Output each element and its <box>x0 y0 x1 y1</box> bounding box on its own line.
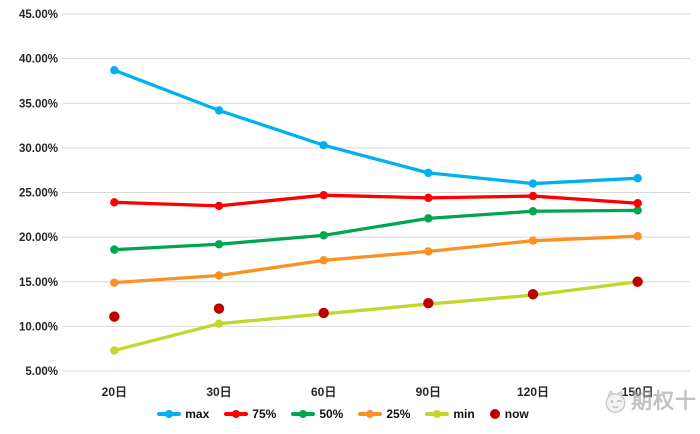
data-point-25 <box>319 256 328 265</box>
data-point-now <box>527 289 539 300</box>
series-line-75 <box>112 193 640 208</box>
y-tick-label: 10.00% <box>19 321 58 333</box>
legend-marker-max-icon <box>157 409 182 419</box>
legend-marker-75-icon <box>224 409 249 419</box>
data-point-75 <box>110 198 119 207</box>
x-tick-label: 150日 <box>622 385 654 399</box>
x-tick-label: 20日 <box>102 385 127 399</box>
legend-label-25: 25% <box>386 407 411 421</box>
y-tick-label: 15.00% <box>19 277 58 289</box>
data-point-25 <box>633 232 642 241</box>
x-tick-label: 120日 <box>517 385 549 399</box>
x-tick-label: 90日 <box>416 385 441 399</box>
legend-label-75: 75% <box>252 407 277 421</box>
data-point-min <box>214 319 224 328</box>
data-point-max <box>319 140 328 150</box>
legend-marker-min-icon <box>425 409 450 419</box>
data-point-25 <box>214 271 224 280</box>
data-point-25 <box>110 278 119 287</box>
legend-marker-50-icon <box>291 409 316 419</box>
legend-label-now: now <box>504 407 529 421</box>
x-tick-label: 30日 <box>206 385 231 399</box>
y-tick-label: 20.00% <box>19 232 58 244</box>
data-point-50 <box>528 207 538 216</box>
legend-item-75[interactable]: 75% <box>224 408 276 420</box>
data-point-max <box>528 179 538 188</box>
data-point-max <box>110 66 119 75</box>
legend-item-50[interactable]: 50% <box>291 408 343 420</box>
data-point-now <box>423 297 434 309</box>
data-point-max <box>214 106 224 115</box>
y-tick-label: 25.00% <box>19 188 58 200</box>
data-point-50 <box>214 240 224 249</box>
data-point-50 <box>424 214 433 223</box>
legend-marker-now-icon <box>490 409 501 419</box>
data-point-50 <box>633 206 642 215</box>
series-line-min <box>112 280 640 353</box>
data-point-now <box>632 276 643 287</box>
series-line-max <box>112 68 640 186</box>
y-tick-label: 45.00% <box>19 9 58 21</box>
legend-item-25[interactable]: 25% <box>358 408 410 420</box>
legend-marker-25-icon <box>358 409 383 419</box>
data-point-75 <box>424 193 433 203</box>
chart-legend: max 75% 50% 25% min now <box>0 403 686 425</box>
data-point-75 <box>633 199 642 208</box>
y-tick-label: 35.00% <box>19 98 58 110</box>
legend-item-now[interactable]: now <box>490 408 529 420</box>
legend-item-min[interactable]: min <box>425 407 475 421</box>
data-point-min <box>110 346 119 355</box>
data-point-now <box>213 303 225 314</box>
legend-label-min: min <box>453 407 475 421</box>
data-point-75 <box>319 190 328 200</box>
data-point-50 <box>319 231 328 240</box>
y-tick-label: 5.00% <box>25 366 58 378</box>
legend-label-max: max <box>185 407 210 421</box>
y-tick-label: 40.00% <box>19 54 58 66</box>
data-point-50 <box>110 245 119 254</box>
legend-label-50: 50% <box>319 407 344 421</box>
data-point-now <box>318 307 329 319</box>
data-point-now <box>109 311 120 322</box>
data-point-25 <box>424 247 433 256</box>
y-tick-label: 30.00% <box>19 143 58 155</box>
data-point-75 <box>528 191 538 201</box>
legend-item-max[interactable]: max <box>157 408 209 420</box>
series-line-25 <box>112 234 640 285</box>
series-line-50 <box>112 208 640 252</box>
data-point-25 <box>528 236 538 245</box>
data-point-75 <box>214 201 224 211</box>
x-tick-label: 60日 <box>311 385 336 399</box>
data-point-max <box>424 168 433 178</box>
data-point-max <box>633 174 642 183</box>
